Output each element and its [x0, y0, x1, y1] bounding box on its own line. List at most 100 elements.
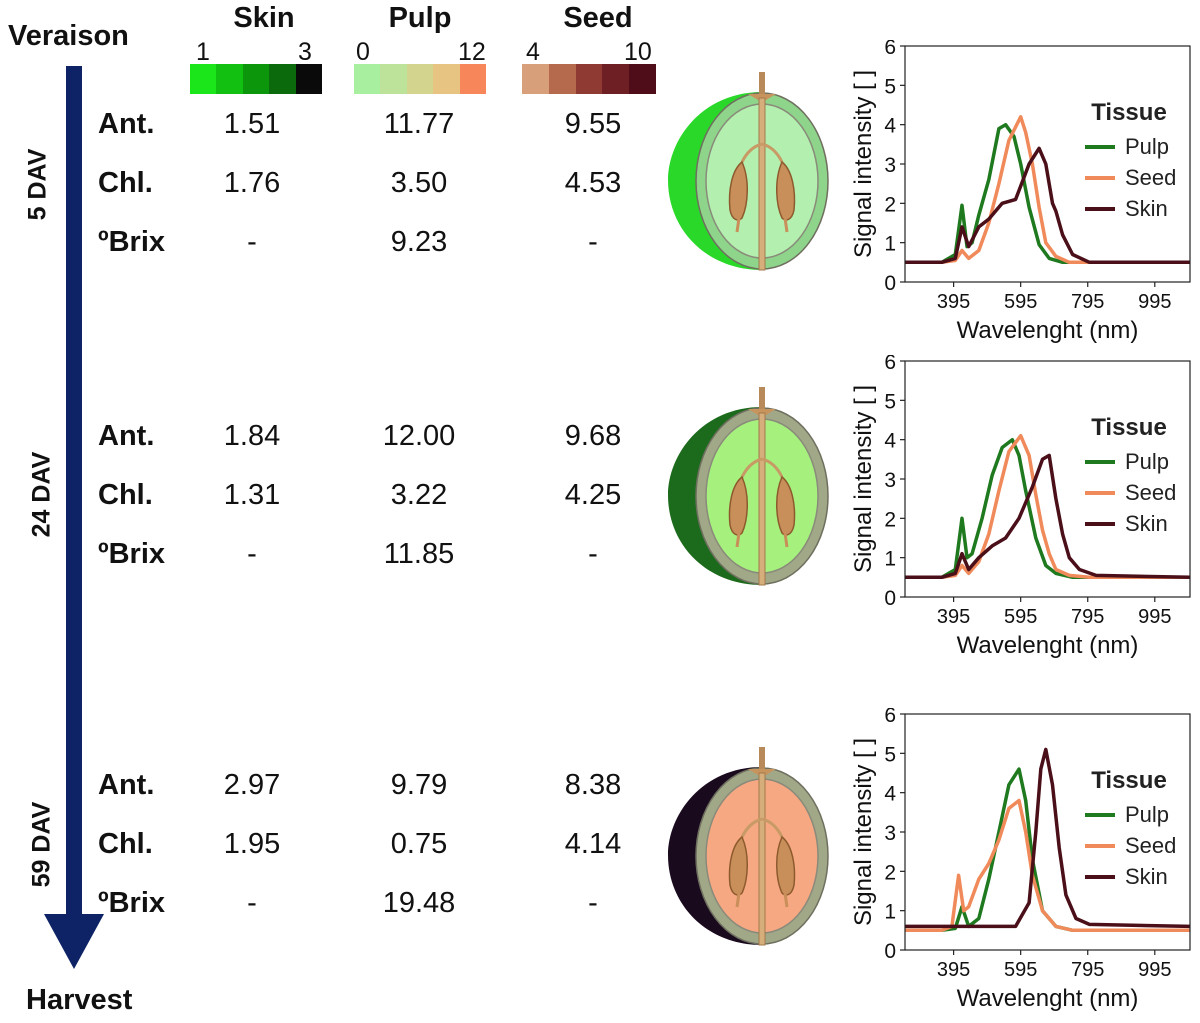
row-label-ant: Ant. [98, 769, 155, 801]
x-axis-label: Wavelenght (nm) [957, 317, 1139, 344]
spectrum-chart-59dav: 0 1 2 3 4 5 6 395 595 795 995 Signal intensity [ ] W… [850, 708, 1191, 1012]
x-axis-label: Wavelenght (nm) [957, 632, 1139, 659]
spectrum-chart-5dav: 0 1 2 3 4 5 6 395 595 795 995 Signal intensity [ ] W… [850, 40, 1191, 344]
berry-branches [740, 142, 784, 163]
spectrum-chart-24dav: 0 1 2 3 4 5 6 395 595 795 995 Signal intensity [ ] W… [850, 355, 1191, 659]
skin-value: 1.76 [223, 167, 281, 199]
series-line-pulp [905, 437, 1190, 580]
berry-seed-right [776, 475, 796, 536]
seed-value: 4.53 [564, 167, 622, 199]
y-tick-label: 4 [884, 115, 896, 138]
legend-title: Tissue [1091, 767, 1167, 794]
x-tick-label: 795 [1071, 959, 1104, 981]
x-tick-label: 795 [1071, 606, 1104, 628]
x-tick-label: 395 [937, 959, 970, 981]
scale-swatch [216, 64, 243, 94]
y-tick-label: 1 [884, 901, 896, 924]
legend-label-skin: Skin [1125, 511, 1168, 536]
berry-stem [759, 747, 765, 769]
seed-value: - [588, 887, 598, 919]
y-tick-label: 5 [884, 75, 896, 98]
berry-seed-left [728, 475, 748, 536]
y-tick-label: 1 [884, 233, 896, 256]
skin-value: - [247, 226, 257, 258]
series-line-skin [905, 453, 1191, 580]
series-line-seed [905, 115, 1190, 265]
berry-seed-right [776, 835, 796, 896]
berry-seed-left [728, 160, 748, 221]
row-label-chl: Chl. [98, 479, 153, 511]
y-tick-label: 0 [884, 940, 896, 963]
x-tick-label: 595 [1004, 959, 1037, 981]
y-tick-label: 5 [884, 743, 896, 766]
row-label-ant: Ant. [98, 420, 155, 452]
seed-value: 4.25 [564, 479, 622, 511]
pulp-value: 3.22 [390, 479, 448, 511]
y-axis-label: Signal intensity [ ] [850, 385, 877, 573]
berry-seed-beaks [735, 532, 789, 548]
skin-value: 1.51 [223, 108, 281, 140]
x-tick-label: 395 [937, 606, 970, 628]
x-tick-label: 995 [1138, 291, 1171, 313]
y-tick-label: 6 [884, 708, 896, 727]
berry-seed-right [776, 160, 796, 221]
seed-value: 9.55 [564, 108, 622, 140]
pulp-value: 11.85 [383, 538, 455, 570]
seed-value: 8.38 [564, 769, 622, 801]
legend-title: Tissue [1091, 414, 1167, 441]
y-axis-label: Signal intensity [ ] [850, 70, 877, 258]
pulp-value: 3.50 [390, 167, 448, 199]
scale-swatch [269, 64, 296, 94]
scale-swatch [575, 64, 603, 94]
scale-swatch [354, 64, 381, 94]
row-label-brix: ºBrix [98, 226, 166, 258]
scale-bar-seed [522, 64, 656, 94]
scale-min-skin: 1 [196, 38, 210, 66]
legend-label-skin: Skin [1125, 864, 1168, 889]
scale-swatch [629, 64, 656, 94]
y-tick-label: 6 [884, 355, 896, 374]
stage-label-5dav: 5 DAV [23, 148, 52, 221]
scale-min-seed: 4 [526, 38, 540, 66]
berry-pedicel [748, 769, 776, 775]
row-label-chl: Chl. [98, 828, 153, 860]
berry-skin [668, 767, 762, 945]
series-line-skin [905, 146, 1190, 265]
berry-stem [759, 387, 765, 409]
berry-seed-beaks [735, 217, 789, 233]
series-line-pulp [905, 122, 1190, 265]
skin-value: 1.95 [223, 828, 281, 860]
scale-swatch [295, 64, 323, 94]
pulp-value: 12.00 [382, 420, 456, 452]
legend-label-pulp: Pulp [1125, 134, 1169, 159]
skin-value: 2.97 [223, 769, 281, 801]
x-tick-label: 995 [1138, 959, 1171, 981]
series-line-seed [905, 433, 1190, 580]
stage-label-24dav: 24 DAV [27, 451, 56, 538]
y-tick-label: 2 [884, 861, 896, 884]
seed-value: - [588, 538, 598, 570]
berry-vascular [758, 772, 766, 946]
pulp-value: 11.77 [383, 108, 455, 140]
berry-vascular [758, 97, 766, 271]
scale-bar-skin [190, 64, 323, 94]
scale-bar-pulp [354, 64, 487, 94]
plot-frame [904, 360, 1191, 598]
berry-branches [740, 457, 784, 478]
y-tick-label: 3 [884, 822, 896, 845]
x-tick-label: 395 [937, 291, 970, 313]
pulp-value: 19.48 [382, 887, 456, 919]
skin-value: 1.84 [223, 420, 281, 452]
x-axis-label: Wavelenght (nm) [957, 985, 1139, 1012]
berry-seed-left [728, 835, 748, 896]
berry-illustration-24dav [668, 387, 829, 586]
seed-value: 9.68 [564, 420, 622, 452]
scale-title-skin: Skin [233, 2, 295, 34]
stage-label-59dav: 59 DAV [27, 801, 56, 888]
scale-swatch [242, 64, 270, 94]
legend-title: Tissue [1091, 99, 1167, 126]
y-tick-label: 4 [884, 430, 896, 453]
series-line-skin [905, 747, 1191, 929]
scale-swatch [190, 64, 217, 94]
legend-label-seed: Seed [1125, 480, 1176, 505]
